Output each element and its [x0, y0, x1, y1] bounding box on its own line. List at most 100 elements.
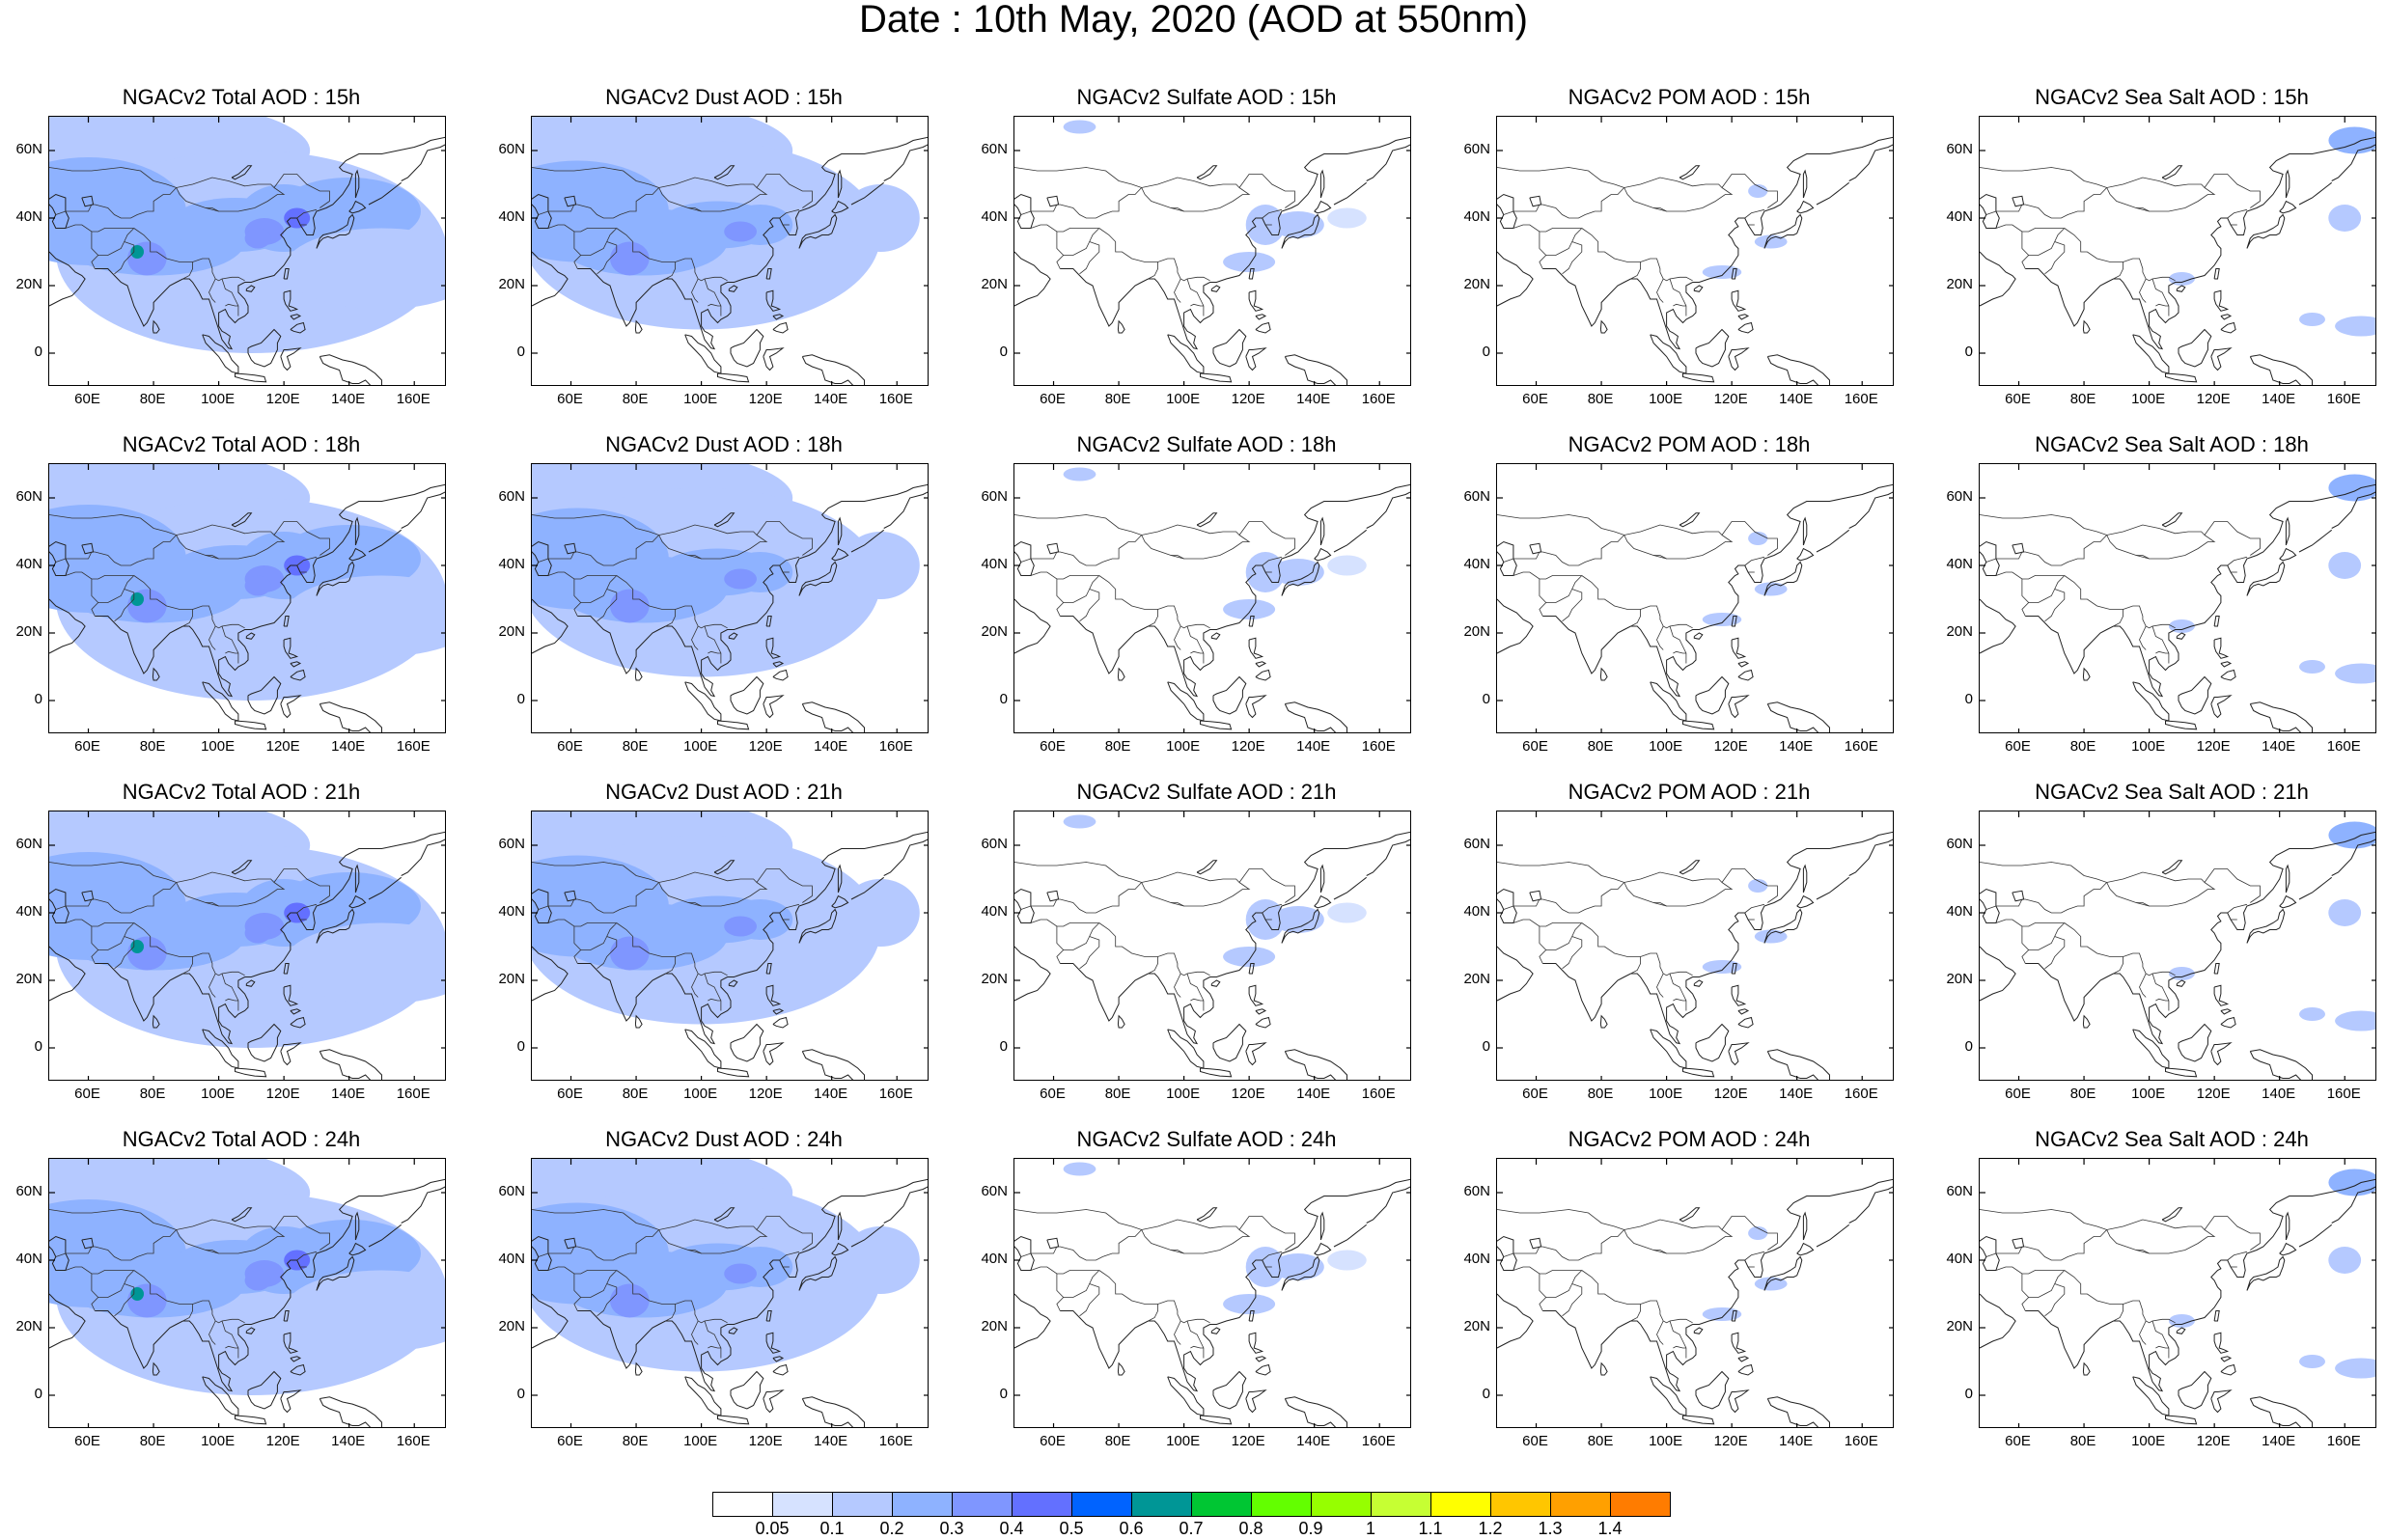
coastline	[290, 1016, 306, 1029]
coastline	[1650, 1029, 1687, 1069]
country-border	[1262, 556, 1282, 566]
coastline	[1366, 1186, 1410, 1224]
country-border	[114, 241, 135, 275]
coastline	[2132, 1029, 2170, 1069]
coastline	[765, 289, 782, 312]
country-border	[49, 167, 330, 208]
aod-map	[1497, 811, 1893, 1080]
lon-tick-label: 80E	[1587, 1086, 1614, 1102]
country-border	[2155, 998, 2169, 1002]
lon-tick-label: 140E	[1296, 1086, 1331, 1102]
country-border	[688, 902, 702, 907]
coastline	[577, 1178, 928, 1392]
coastline	[1693, 979, 1704, 987]
coastline	[634, 667, 643, 681]
colorbar-label: 0.6	[1119, 1519, 1144, 1538]
colorbar-label: 0.3	[939, 1519, 964, 1538]
aod-map	[1014, 811, 1410, 1080]
coastline	[1284, 701, 1347, 732]
country-border	[1056, 579, 1065, 617]
lon-tick-label: 100E	[683, 391, 718, 407]
coastline	[765, 616, 772, 627]
country-border	[114, 936, 135, 970]
aod-fill-region	[1327, 555, 1367, 576]
coastline	[765, 984, 782, 1006]
coastline	[1980, 598, 2016, 654]
coastline	[772, 1016, 789, 1029]
country-border	[296, 903, 317, 914]
country-border	[708, 1345, 721, 1349]
map-panel: NGACv2 POM AOD : 18h 60N 40N 20N 0 60E 80E 100E…	[1448, 432, 1930, 780]
lon-tick-label: 120E	[265, 391, 300, 407]
aod-fill-region	[1748, 1226, 1768, 1240]
coastline	[319, 1049, 382, 1080]
coastline	[1763, 1255, 1803, 1291]
panel-title: NGACv2 Sea Salt AOD : 18h	[2035, 432, 2309, 456]
coastline	[1248, 963, 1255, 975]
country-border	[1262, 208, 1282, 219]
coastline	[290, 1363, 306, 1376]
country-border	[1020, 1229, 1142, 1261]
coastline	[2279, 200, 2297, 214]
coastline	[49, 1293, 86, 1349]
colorbar-label: 1.2	[1478, 1519, 1503, 1538]
coastline	[95, 483, 445, 698]
country-border	[1581, 1270, 1693, 1324]
coastline	[348, 1242, 367, 1256]
country-border	[691, 973, 699, 998]
colorbar-swatch	[772, 1492, 833, 1517]
lon-tick-label: 80E	[139, 391, 166, 407]
coastline	[713, 860, 736, 875]
country-border	[2113, 1304, 2123, 1322]
lat-tick-label: 20N	[15, 971, 42, 987]
coastline	[2331, 491, 2375, 529]
country-border	[580, 228, 618, 256]
country-border	[1171, 555, 1184, 560]
lon-tick-label: 100E	[2131, 738, 2166, 755]
coastline	[283, 616, 290, 627]
coastline	[348, 894, 367, 909]
coastline	[2213, 637, 2230, 659]
lat-tick-label: 0	[1482, 691, 1490, 707]
lon-tick-label: 160E	[2326, 1086, 2361, 1102]
coastline	[2285, 864, 2290, 894]
aod-map	[532, 811, 928, 1080]
country-border	[580, 1270, 618, 1298]
coastline	[1117, 319, 1125, 334]
colorbar-swatch	[1131, 1492, 1192, 1517]
coastline	[1117, 667, 1125, 681]
lon-tick-label: 140E	[1779, 391, 1814, 407]
country-border	[91, 1274, 99, 1311]
country-border	[2139, 1320, 2147, 1345]
coastline	[532, 946, 569, 1002]
coastline	[728, 285, 738, 292]
lon-tick-label: 160E	[1844, 391, 1878, 407]
coastline	[1212, 675, 1247, 715]
country-border	[658, 1229, 768, 1254]
lon-tick-label: 120E	[265, 1086, 300, 1102]
coastline	[2220, 1356, 2233, 1362]
country-border	[1744, 556, 1764, 566]
coastline	[1848, 839, 1893, 876]
coastline	[831, 894, 849, 909]
coastline	[1728, 347, 1750, 371]
country-border	[1030, 224, 1099, 233]
coastline	[247, 328, 282, 368]
coastline	[280, 1389, 302, 1414]
coastline	[1281, 1255, 1320, 1291]
coastline	[1816, 529, 1850, 553]
aod-fill-region	[2335, 1358, 2375, 1379]
map-panel: NGACv2 Sea Salt AOD : 15h 60N 40N 20N 0 60E 80…	[1930, 85, 2387, 432]
lon-tick-label: 120E	[748, 1433, 783, 1449]
lon-tick-label: 160E	[878, 391, 913, 407]
country-border	[1171, 1250, 1184, 1254]
lon-tick-label: 120E	[1231, 1433, 1265, 1449]
coastline	[290, 1356, 302, 1362]
country-border	[597, 589, 618, 622]
aod-fill-region	[1271, 1253, 1324, 1280]
coastline	[1731, 637, 1747, 659]
lat-tick-label: 60N	[15, 1183, 42, 1199]
coastline	[1333, 876, 1368, 900]
coastline	[2213, 1332, 2230, 1354]
coastline	[1731, 268, 1737, 280]
